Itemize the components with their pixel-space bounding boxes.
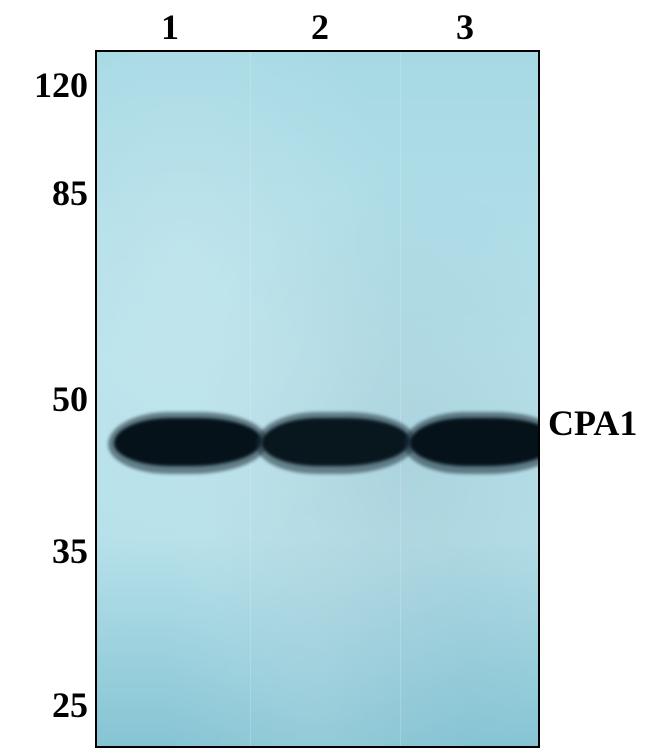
band-lane2 <box>262 418 410 466</box>
mw-marker-85: 85 <box>0 172 88 214</box>
band-lane1 <box>114 418 262 466</box>
lane-separator <box>250 52 251 746</box>
mw-marker-120: 120 <box>0 64 88 106</box>
mw-marker-25: 25 <box>0 684 88 726</box>
mw-marker-35: 35 <box>0 530 88 572</box>
film-texture <box>97 52 538 746</box>
target-label: CPA1 <box>548 402 637 444</box>
figure-container: 1 2 3 120 85 50 35 25 CPA1 <box>0 0 650 755</box>
band-lane3 <box>410 418 540 466</box>
lane-label-2: 2 <box>300 6 340 48</box>
lane-separator <box>400 52 401 746</box>
blot-film <box>95 50 540 748</box>
lane-label-1: 1 <box>150 6 190 48</box>
lane-label-3: 3 <box>445 6 485 48</box>
mw-marker-50: 50 <box>0 378 88 420</box>
